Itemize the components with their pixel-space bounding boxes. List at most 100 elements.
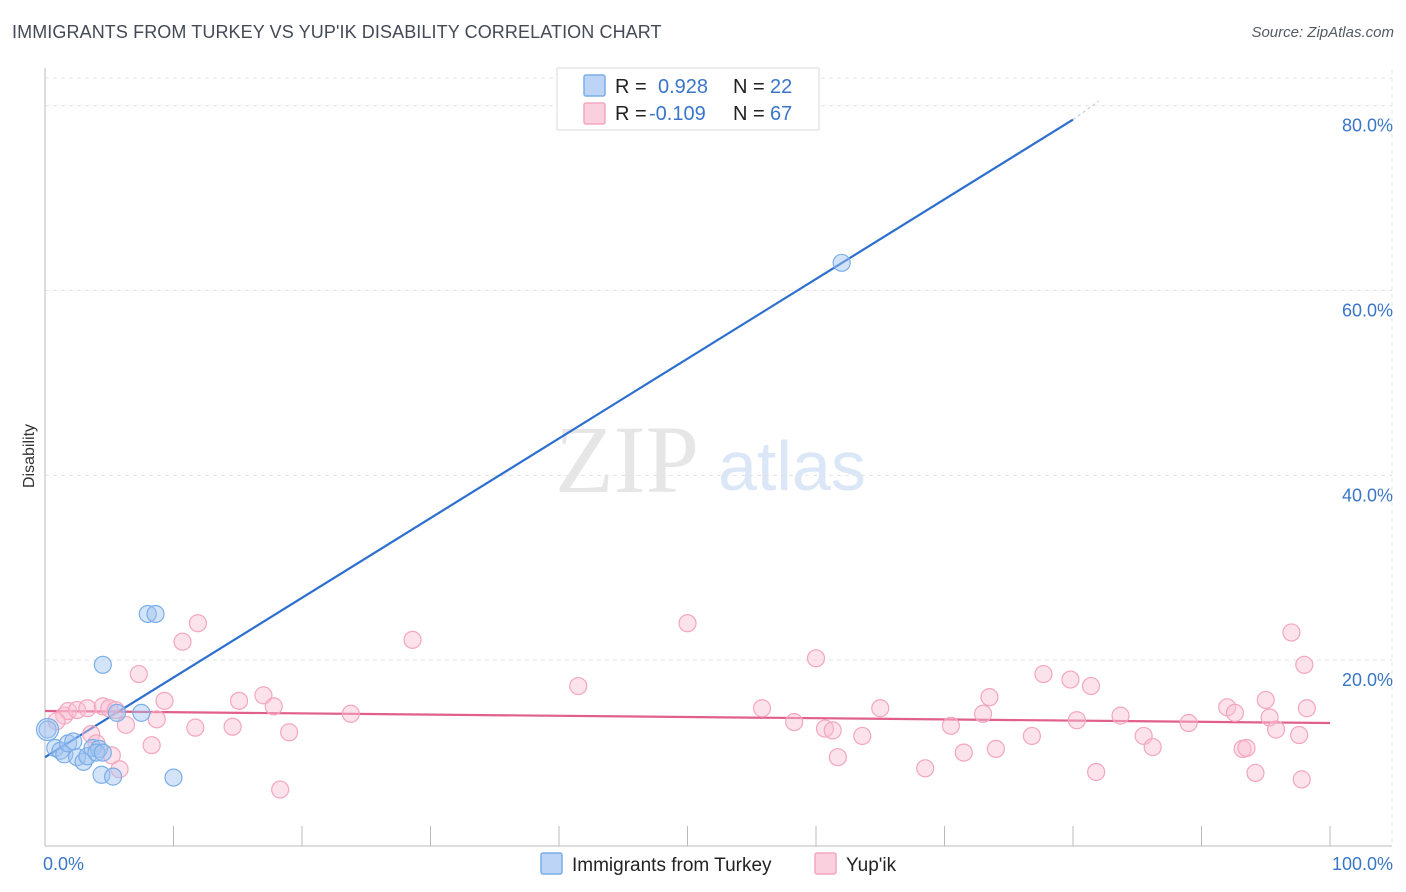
point-yupik-33 xyxy=(823,721,842,740)
trend-line-1 xyxy=(44,709,1331,725)
legend-n-label-turkey: N = xyxy=(733,76,765,98)
point-yupik-20 xyxy=(229,691,249,710)
legend-n-value-turkey: 22 xyxy=(770,76,792,98)
point-yupik-54 xyxy=(1225,703,1245,722)
point-yupik-27 xyxy=(569,676,588,696)
legend-n-label-yupik: N = xyxy=(733,103,765,125)
series-legend-label-turkey: Immigrants from Turkey xyxy=(572,855,772,876)
point-yupik-18 xyxy=(188,614,208,633)
point-yupik-37 xyxy=(916,759,935,778)
trend-line-0 xyxy=(44,118,1074,759)
point-turkey-19 xyxy=(146,604,165,624)
watermark-zip: ZIP xyxy=(555,406,699,513)
point-turkey-5 xyxy=(64,732,83,751)
point-turkey-13 xyxy=(93,655,112,674)
point-yupik-17 xyxy=(186,718,205,737)
point-yupik-29 xyxy=(752,699,772,718)
point-yupik-40 xyxy=(973,704,993,723)
point-yupik-3 xyxy=(78,699,97,718)
watermark-atlas: atlas xyxy=(718,427,866,505)
point-yupik-47 xyxy=(1081,676,1101,696)
point-turkey-11 xyxy=(87,743,106,762)
point-yupik-39 xyxy=(954,743,973,762)
point-yupik-15 xyxy=(155,691,174,710)
trend-line-extension-0 xyxy=(1072,100,1100,121)
legend-r-value-turkey: 0.928 xyxy=(658,76,708,98)
y-tick-label-60: 60.0% xyxy=(1342,301,1393,321)
point-yupik-21 xyxy=(254,686,273,705)
point-yupik-30 xyxy=(785,712,804,732)
point-turkey-0 xyxy=(38,720,57,739)
gridlines xyxy=(45,70,1393,845)
point-yupik-58 xyxy=(1256,690,1275,710)
point-yupik-49 xyxy=(1111,706,1130,725)
legend-swatch-yupik xyxy=(583,102,606,125)
x-tick-label-left: 0.0% xyxy=(43,854,84,874)
point-yupik-28 xyxy=(678,614,697,633)
chart-title: IMMIGRANTS FROM TURKEY VS YUP'IK DISABIL… xyxy=(12,22,662,42)
point-yupik-38 xyxy=(941,716,961,735)
point-turkey-14 xyxy=(92,765,111,784)
point-yupik-35 xyxy=(853,726,872,746)
point-yupik-46 xyxy=(1067,711,1086,730)
point-yupik-56 xyxy=(1237,738,1256,758)
legend-r-label-turkey: R = xyxy=(615,76,647,98)
point-yupik-36 xyxy=(871,699,890,718)
point-yupik-57 xyxy=(1246,763,1265,783)
point-turkey-16 xyxy=(107,703,127,722)
series-legend-swatch-turkey xyxy=(540,852,563,875)
y-tick-label-80: 80.0% xyxy=(1342,116,1393,136)
point-turkey-18 xyxy=(138,604,157,624)
point-yupik-45 xyxy=(1061,670,1080,689)
point-yupik-44 xyxy=(1034,664,1053,684)
legend-r-value-yupik: -0.109 xyxy=(649,103,706,125)
point-yupik-42 xyxy=(986,739,1006,758)
point-yupik-52 xyxy=(1179,713,1198,733)
point-yupik-51 xyxy=(1143,737,1162,757)
y-tick-label-40: 40.0% xyxy=(1342,485,1393,505)
point-yupik-24 xyxy=(280,723,299,742)
point-yupik-12 xyxy=(129,664,148,684)
source-label: Source: ZipAtlas.com xyxy=(1251,24,1394,41)
axes xyxy=(44,68,1392,847)
point-turkey-20 xyxy=(164,768,183,787)
point-yupik-22 xyxy=(264,697,283,716)
point-yupik-43 xyxy=(1022,726,1041,746)
tick-labels: 20.0% 40.0% 60.0% 80.0% 0.0% 100.0% xyxy=(43,116,1393,874)
x-tick-label-right: 100.0% xyxy=(1332,854,1393,874)
series-legend: Immigrants from Turkey Yup'ik xyxy=(540,852,897,876)
point-yupik-34 xyxy=(828,748,847,767)
point-yupik-14 xyxy=(147,710,166,729)
legend-swatch-turkey xyxy=(583,74,606,97)
y-axis-title: Disability xyxy=(21,424,38,488)
point-yupik-26 xyxy=(403,630,422,649)
legend-n-value-yupik: 67 xyxy=(770,103,792,125)
point-turkey-cluster xyxy=(35,717,60,742)
point-yupik-19 xyxy=(223,717,242,736)
point-yupik-25 xyxy=(341,704,360,723)
point-turkey-21 xyxy=(832,253,851,272)
point-turkey-17 xyxy=(132,703,151,722)
point-yupik-4 xyxy=(82,725,101,744)
series-legend-swatch-yupik xyxy=(814,852,837,875)
series-legend-label-yupik: Yup'ik xyxy=(846,855,897,876)
trend-lines xyxy=(44,100,1331,759)
point-turkey-12 xyxy=(93,743,112,762)
point-yupik-65 xyxy=(1297,699,1316,718)
data-points xyxy=(35,253,1316,799)
point-yupik-64 xyxy=(1295,655,1314,674)
point-yupik-23 xyxy=(271,780,290,799)
point-yupik-63 xyxy=(1292,770,1311,789)
correlation-legend: R = 0.928 N = 22 R = -0.109 N = 67 xyxy=(556,67,820,131)
point-yupik-61 xyxy=(1282,623,1301,642)
point-yupik-10 xyxy=(110,760,129,779)
legend-r-label-yupik: R = xyxy=(615,103,647,125)
point-yupik-31 xyxy=(806,649,826,668)
point-yupik-48 xyxy=(1087,762,1106,782)
point-yupik-62 xyxy=(1290,725,1309,745)
point-yupik-13 xyxy=(142,736,161,755)
point-turkey-15 xyxy=(104,767,123,786)
watermark: ZIP atlas xyxy=(555,406,866,513)
point-yupik-60 xyxy=(1266,720,1286,739)
